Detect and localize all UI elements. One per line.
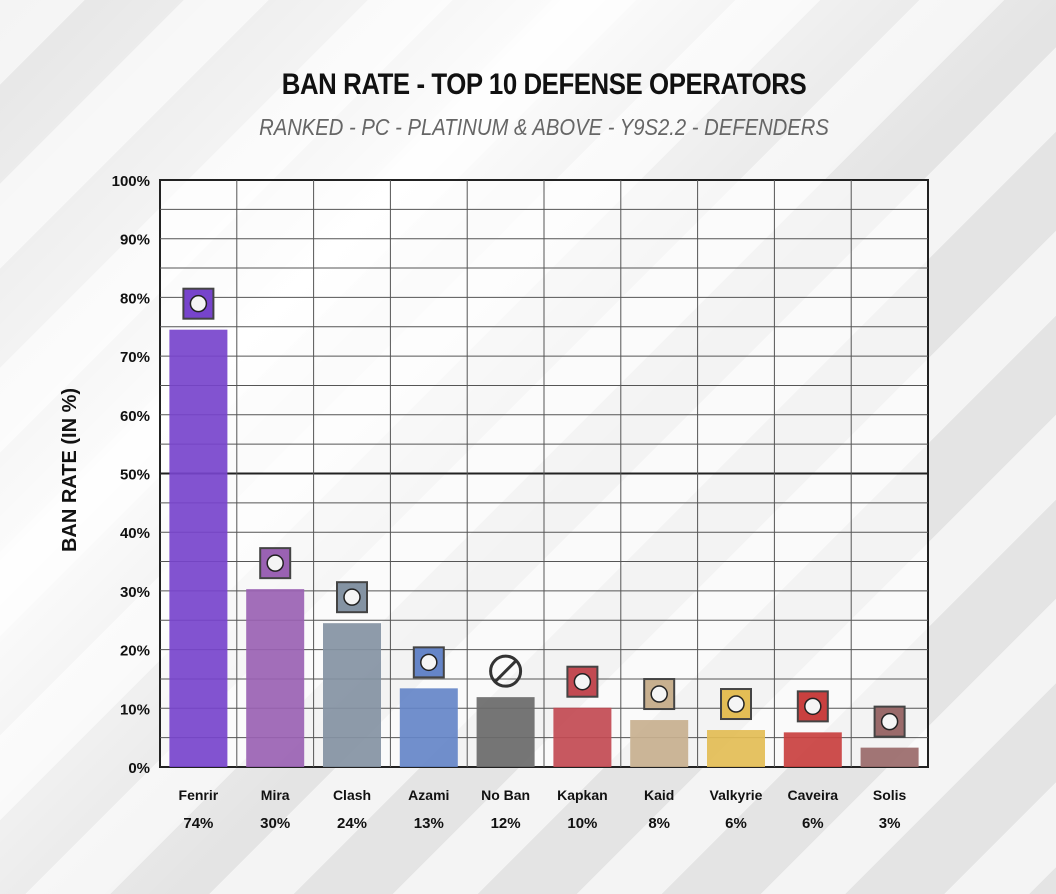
category-label: Mira [261, 787, 290, 803]
y-tick-label: 40% [120, 525, 150, 542]
clash-icon [336, 581, 368, 614]
chart-subtitle: RANKED - PC - PLATINUM & ABOVE - Y9S2.2 … [259, 114, 829, 140]
caveira-icon [796, 690, 829, 723]
category-label: Solis [873, 787, 907, 803]
category-label: No Ban [481, 787, 530, 803]
y-tick-label: 0% [128, 760, 150, 777]
category-label: Clash [333, 787, 371, 803]
solis-icon [873, 705, 906, 738]
y-tick-label: 60% [120, 408, 150, 425]
operator-icons [182, 287, 906, 738]
bar-no-ban [476, 697, 535, 767]
category-labels: Fenrir 74% Mira 30% Clash 24% Azami 13% No Ban 12… [179, 787, 907, 832]
kaid-icon [643, 678, 676, 711]
y-tick-label: 70% [120, 349, 150, 366]
bar-mira [246, 589, 305, 767]
no-ban-icon [489, 654, 523, 688]
value-label: 30% [260, 815, 290, 832]
category-label: Kaid [644, 787, 674, 803]
bar-clash [323, 623, 381, 767]
y-axis-label: BAN RATE (IN %) [59, 388, 81, 552]
y-tick-label: 10% [120, 701, 150, 718]
value-label: 3% [879, 815, 901, 832]
y-tick-label: 80% [120, 290, 150, 307]
value-label: 10% [567, 815, 597, 832]
bar-kaid [630, 720, 689, 767]
category-label: Valkyrie [710, 787, 763, 803]
bar-valkyrie [707, 730, 765, 767]
value-label: 6% [802, 815, 824, 832]
mira-icon [259, 547, 292, 580]
category-label: Caveira [788, 787, 839, 803]
value-label: 8% [648, 815, 670, 832]
y-axis-ticks: 0% 10% 20% 30% 40% 50% 60% 70% 80% 90% 100% [112, 173, 150, 777]
azami-icon [412, 646, 445, 679]
fenrir-icon [182, 287, 215, 320]
category-label: Azami [408, 787, 449, 803]
y-tick-label: 100% [112, 173, 150, 190]
bar-solis [860, 747, 919, 767]
y-tick-label: 20% [120, 643, 150, 660]
category-label: Fenrir [179, 787, 219, 803]
y-tick-label: 90% [120, 232, 150, 249]
chart-title: BAN RATE - TOP 10 DEFENSE OPERATORS [281, 68, 807, 101]
bar-fenrir [169, 329, 228, 767]
valkyrie-icon [720, 688, 752, 721]
bar-kapkan [553, 707, 612, 767]
bar-caveira [783, 732, 842, 767]
bars [169, 329, 919, 767]
y-tick-label: 30% [120, 584, 150, 601]
category-label: Kapkan [557, 787, 608, 803]
value-label: 13% [414, 815, 444, 832]
value-label: 12% [491, 815, 521, 832]
y-tick-label: 50% [120, 467, 150, 484]
value-label: 24% [337, 815, 367, 832]
value-label: 6% [725, 815, 747, 832]
kapkan-icon [566, 665, 599, 698]
value-label: 74% [183, 815, 213, 832]
bar-azami [399, 688, 458, 767]
